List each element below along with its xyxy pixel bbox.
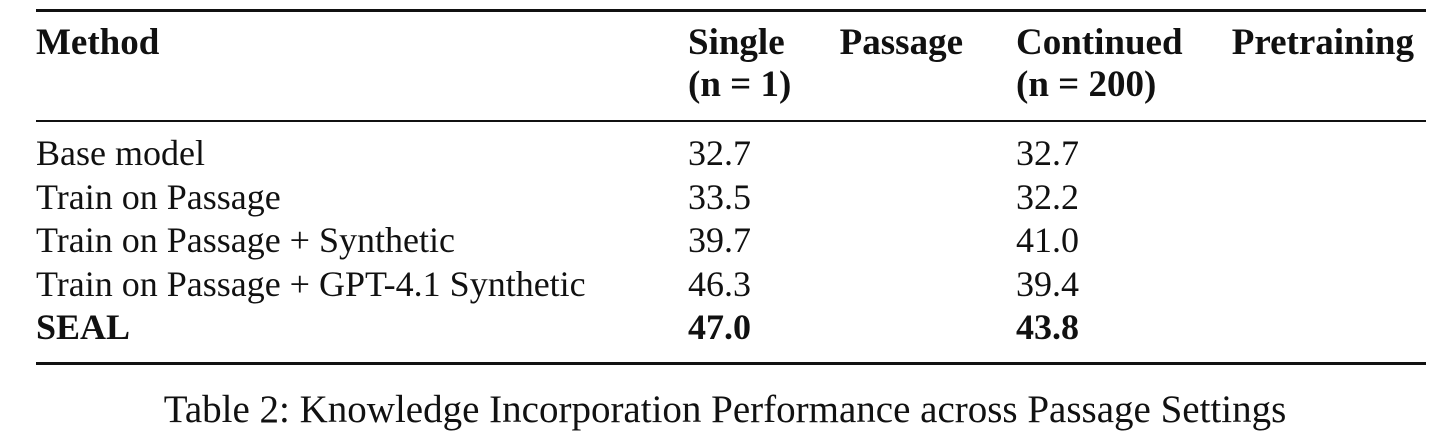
header-single-word-2: Passage: [839, 22, 963, 63]
table-row: Train on Passage 33.5 32.2: [36, 176, 1426, 220]
row-continued-score: 41.0: [1016, 220, 1079, 260]
table-row: Train on Passage + Synthetic 39.7 41.0: [36, 219, 1426, 263]
table-caption: Table 2: Knowledge Incorporation Perform…: [163, 388, 1287, 431]
header-continued-pretraining: Continued Pretraining (n = 200): [1016, 22, 1414, 106]
table-top-rule: [36, 9, 1426, 12]
header-continued-n: (n = 200): [1016, 64, 1157, 105]
header-continued-word-1: Continued: [1016, 22, 1183, 63]
header-single-passage: Single Passage (n = 1): [688, 22, 963, 106]
table-row-best: SEAL 47.0 43.8: [36, 306, 1426, 350]
row-single-score: 46.3: [688, 263, 751, 304]
header-single-word-1: Single: [688, 22, 785, 63]
table-row: Train on Passage + GPT-4.1 Synthetic 46.…: [36, 263, 1426, 307]
header-single-n: (n = 1): [688, 64, 792, 105]
row-single-score: 39.7: [688, 220, 751, 260]
row-single-score: 32.7: [688, 133, 751, 173]
row-method: Train on Passage + Synthetic: [36, 220, 455, 260]
row-method: SEAL: [36, 307, 131, 347]
row-method: Train on Passage + GPT-4.1 Synthetic: [36, 263, 586, 304]
header-continued-word-2: Pretraining: [1231, 22, 1414, 63]
row-method: Train on Passage: [36, 176, 281, 217]
row-single-score: 47.0: [688, 307, 751, 347]
row-continued-score: 43.8: [1016, 307, 1079, 347]
row-method: Base model: [36, 133, 205, 173]
row-single-score: 33.5: [688, 176, 751, 217]
header-method: Method: [36, 22, 159, 64]
row-continued-score: 32.2: [1016, 176, 1079, 217]
table-bottom-rule: [36, 362, 1426, 365]
table-header-rule: [36, 120, 1426, 122]
row-continued-score: 39.4: [1016, 263, 1079, 304]
row-continued-score: 32.7: [1016, 133, 1079, 173]
table-row: Base model 32.7 32.7: [36, 132, 1426, 176]
header-method-label: Method: [36, 22, 160, 63]
table-body: Base model 32.7 32.7 Train on Passage 33…: [36, 132, 1426, 350]
